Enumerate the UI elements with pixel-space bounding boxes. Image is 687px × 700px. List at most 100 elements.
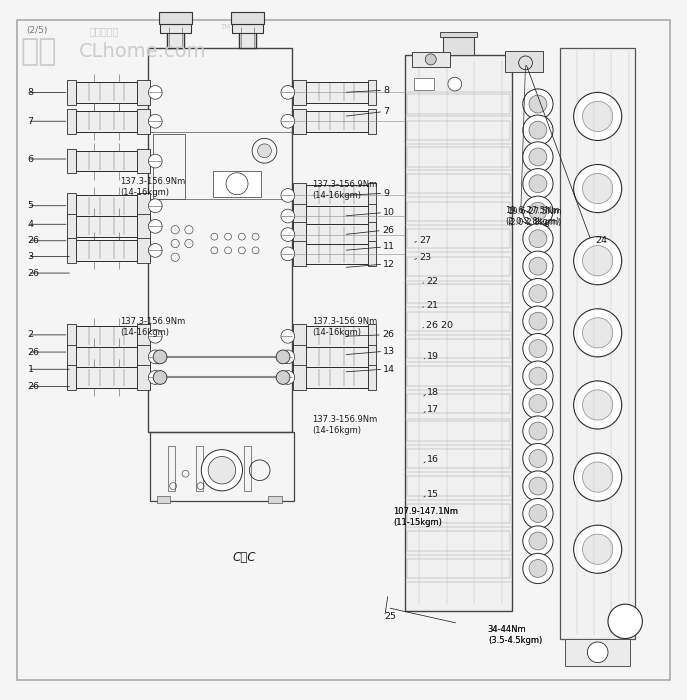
Bar (150, 433, 294, 501)
Bar (368, 344, 376, 369)
Text: 137.3-156.9Nm
(14-16kgm): 137.3-156.9Nm (14-16kgm) (313, 317, 378, 337)
Circle shape (276, 350, 290, 364)
Bar (239, 27, 256, 48)
Bar (306, 244, 368, 264)
Circle shape (574, 309, 622, 357)
Circle shape (529, 285, 547, 302)
Bar (244, 446, 251, 491)
Bar (407, 120, 510, 140)
Circle shape (529, 258, 547, 275)
Text: 107.9-147.1Nm
(11-15kgm): 107.9-147.1Nm (11-15kgm) (393, 507, 458, 526)
Circle shape (523, 361, 553, 391)
Circle shape (281, 247, 295, 260)
Circle shape (529, 340, 547, 358)
Text: 8: 8 (27, 88, 34, 97)
Bar (137, 80, 150, 105)
Bar (293, 109, 306, 134)
Bar (67, 324, 76, 349)
Circle shape (153, 350, 167, 364)
Circle shape (529, 95, 547, 113)
Circle shape (523, 196, 553, 226)
Bar (76, 326, 137, 346)
Bar (407, 312, 510, 331)
Circle shape (529, 477, 547, 495)
Circle shape (608, 604, 642, 638)
Text: 34-44Nm
(3.5-4.5kgm): 34-44Nm (3.5-4.5kgm) (488, 625, 542, 645)
Bar (293, 204, 306, 228)
Circle shape (523, 333, 553, 364)
Circle shape (208, 456, 236, 484)
Text: 26: 26 (382, 330, 394, 340)
Bar (407, 504, 510, 523)
Circle shape (529, 368, 547, 385)
Text: 7: 7 (27, 117, 34, 126)
Bar (407, 257, 510, 276)
Circle shape (529, 505, 547, 522)
Text: 8: 8 (383, 86, 390, 94)
Circle shape (281, 350, 295, 364)
Circle shape (574, 237, 622, 285)
Circle shape (281, 228, 295, 241)
Circle shape (523, 498, 553, 528)
Circle shape (523, 306, 553, 336)
Circle shape (523, 142, 553, 172)
Bar (168, 446, 175, 491)
Circle shape (529, 395, 547, 412)
Text: 铁甲: 铁甲 (21, 37, 57, 66)
Circle shape (529, 312, 547, 330)
Bar (67, 80, 76, 105)
Bar (159, 12, 192, 24)
Text: 19.6-27.5Nm
(2.0-2.8kgm): 19.6-27.5Nm (2.0-2.8kgm) (505, 206, 559, 226)
Circle shape (583, 390, 613, 420)
Circle shape (226, 173, 248, 195)
Bar (76, 150, 137, 172)
Bar (137, 148, 150, 174)
Bar (440, 32, 477, 37)
Text: 10: 10 (383, 208, 395, 217)
Bar (407, 284, 510, 303)
Circle shape (148, 350, 162, 364)
Circle shape (148, 370, 162, 384)
Bar (231, 12, 264, 24)
Bar (407, 367, 510, 386)
Bar (293, 324, 306, 349)
Bar (293, 183, 306, 208)
Text: 23: 23 (419, 253, 431, 262)
Text: 17: 17 (427, 405, 439, 414)
Bar (368, 183, 376, 208)
Bar (306, 224, 368, 245)
Text: CLhome.com: CLhome.com (79, 42, 207, 61)
Circle shape (529, 148, 547, 166)
Bar (137, 324, 150, 349)
Text: 13: 13 (383, 347, 396, 356)
Text: (2/5): (2/5) (26, 26, 47, 35)
Bar (137, 365, 150, 390)
Text: 19: 19 (427, 352, 439, 361)
Bar (443, 37, 474, 55)
Text: 26: 26 (27, 269, 39, 278)
Circle shape (574, 164, 622, 213)
Circle shape (574, 92, 622, 141)
Bar (137, 214, 150, 239)
Circle shape (148, 114, 162, 128)
Text: 18: 18 (427, 388, 439, 397)
Text: 137.3-156.9Nm
(14-16kgm): 137.3-156.9Nm (14-16kgm) (120, 317, 185, 337)
Circle shape (523, 554, 553, 584)
Text: 15: 15 (427, 490, 439, 499)
Circle shape (281, 85, 295, 99)
Circle shape (148, 85, 162, 99)
Text: 21: 21 (426, 301, 438, 310)
Circle shape (529, 449, 547, 468)
Bar (76, 216, 137, 237)
Bar (407, 147, 510, 167)
Bar (76, 368, 137, 388)
Circle shape (523, 169, 553, 199)
Circle shape (523, 279, 553, 309)
Bar (76, 240, 137, 260)
Bar (368, 222, 376, 247)
Bar (76, 82, 137, 103)
Circle shape (281, 188, 295, 202)
Bar (67, 193, 76, 218)
Bar (407, 394, 510, 413)
Bar (67, 365, 76, 390)
